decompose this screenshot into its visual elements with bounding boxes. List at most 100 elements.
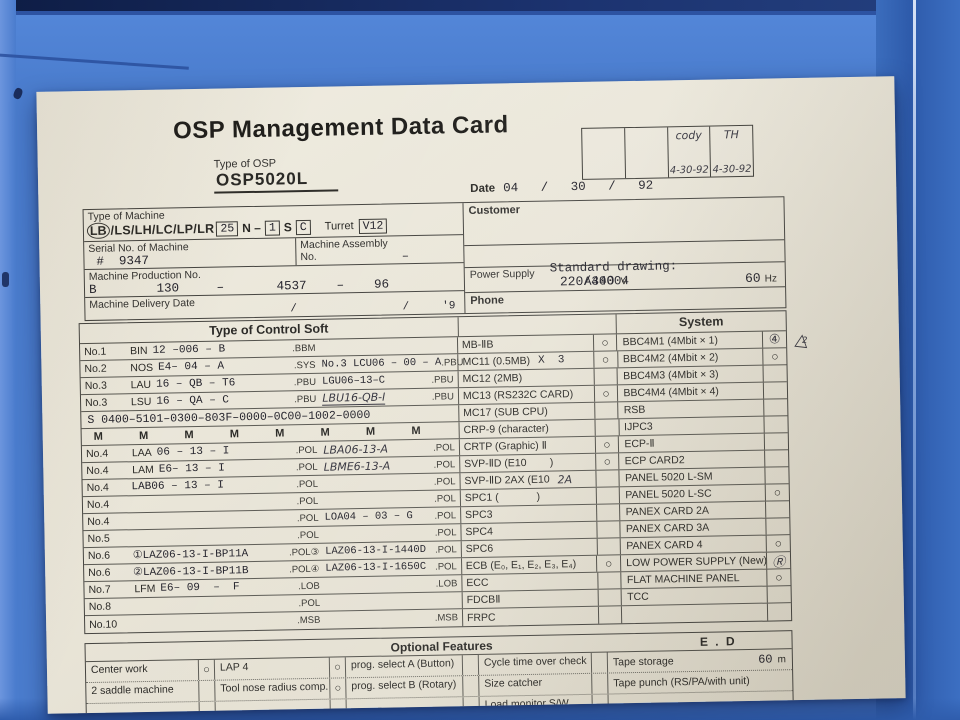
soft-id-2: LBME6-13-A — [323, 458, 391, 474]
hardware-option-mark — [595, 504, 620, 521]
soft-field-2: LBU16-QB-I .PBU — [320, 389, 458, 406]
optional-feature-mark: ○ — [329, 678, 347, 699]
soft-prefix: LFM — [134, 582, 156, 596]
system-option-mark — [766, 586, 791, 603]
row-number: No.8 — [88, 600, 112, 614]
hardware-option-extra: X 3 — [537, 354, 565, 367]
optional-feature-mark: ○ — [197, 659, 216, 681]
memory-mark: M — [365, 425, 376, 438]
hardware-option: MC11 (0.5MB) X 3 — [457, 351, 594, 371]
soft-id: ①LAZ06-13-I-BP11A — [132, 548, 249, 563]
machine-info-box: Type of Machine LB /LS/LH/LC/LP/LR 25 N … — [82, 196, 787, 322]
optional-features-table: Optional Features E . D Center work ○ LAP … — [84, 630, 794, 714]
machine-info-left: Type of Machine LB /LS/LH/LC/LP/LR 25 N … — [83, 203, 466, 321]
soft-field-1: LSU 16 – QA – C .PBU — [125, 393, 321, 409]
soft-suffix: .MSB — [434, 612, 459, 624]
hardware-option-mark — [594, 419, 619, 436]
optional-feature: prog. select A (Button) — [350, 657, 455, 672]
row-number: No.4 — [86, 481, 109, 495]
soft-suffix: .POL — [296, 495, 319, 507]
optional-feature: Cycle time over check — [483, 654, 587, 669]
system-option: ECP CARD2 — [618, 450, 765, 470]
row-number: No.4 — [86, 464, 109, 478]
system-option-mark: ④ — [761, 331, 787, 348]
memory-mark: M — [275, 427, 285, 440]
system-option-mark — [765, 501, 790, 518]
hardware-option: SVP-ⅡD 2AX (E10 2A — [459, 470, 596, 490]
soft-id: ②LAZ06-13-I-BP11B — [132, 565, 249, 580]
system-option-mark — [766, 603, 792, 621]
hardware-option: ECB (E₀, E₁, E₂, E₃, E₄) — [460, 555, 597, 575]
soft-id: LAB06 – 13 – I — [131, 479, 225, 494]
system-option-mark — [763, 416, 788, 433]
soft-id: E6– 09 – F — [160, 581, 240, 595]
hardware-option-mark: ○ — [593, 385, 618, 402]
hardware-option-label: MC13 (RS232C CARD) — [462, 388, 574, 403]
machine-code-box-3: C — [295, 219, 311, 235]
system-header: System — [615, 311, 786, 334]
optional-feature-label: Tape punch (RS/PA/with unit) — [613, 674, 750, 690]
card-title: OSP Management Data Card — [172, 111, 509, 145]
system-option: IJPC3 — [617, 416, 764, 436]
control-soft-table: Type of Control Soft System No.1 BIN 12 –0… — [78, 310, 793, 635]
soft-id: E6– 13 – I — [158, 462, 225, 476]
hardware-option-label: MC17 (SUB CPU) — [463, 405, 548, 420]
soft-suffix: .POL — [295, 461, 318, 473]
soft-id-2: LGU06–13–C — [321, 374, 386, 388]
hardware-option: FRPC — [461, 606, 598, 627]
machine-type-circled: LB — [86, 222, 110, 240]
control-table-body: No.1 BIN 12 –006 – B .BBM MB-ⅡB ○ BBC4M1 (4Mbi… — [80, 331, 792, 633]
memory-mark: M — [184, 429, 194, 442]
hardware-option-extra: 2A — [557, 472, 573, 486]
soft-field-2: .POL — [322, 493, 460, 507]
row-number: No.7 — [88, 583, 111, 597]
hardware-option: CRTP (Graphic) Ⅱ — [458, 436, 595, 456]
hardware-option-label: FDCBⅡ — [466, 593, 501, 607]
optional-feature-mark: ○ — [328, 657, 347, 678]
soft-field-1: NOS E4– 04 – A .SYS — [124, 359, 319, 375]
panel-top-ridge — [0, 11, 960, 15]
revision-triangle-mark: △ 2 — [794, 330, 817, 351]
row-number: No.6 — [88, 566, 111, 580]
hardware-option-mark — [593, 402, 618, 419]
triangle-number: 2 — [801, 335, 808, 346]
memory-mark: M — [138, 429, 149, 443]
system-option: TCC — [621, 586, 767, 606]
row-number: No.6 — [87, 549, 111, 563]
soft-suffix: .POL — [296, 512, 319, 524]
machine-assembly-value: – — [401, 249, 410, 264]
machine-assembly-line: No. – — [300, 248, 459, 265]
system-option: BBC4M2 (4Mbit × 2) — [616, 348, 763, 368]
hardware-option-label: SPC6 — [465, 542, 494, 556]
optional-feature-label: Tape storage — [612, 655, 674, 669]
soft-id: 06 – 13 – I — [156, 445, 230, 459]
panel-left-ridge — [0, 0, 16, 720]
system-option: PANEX CARD 2A — [619, 501, 766, 521]
soft-suffix: .POL — [433, 458, 456, 471]
soft-field-2: LBA06-13-A .POL — [321, 441, 459, 457]
stamp-cell: cody 4-30-92 — [666, 126, 711, 178]
soft-prefix: BIN — [129, 344, 148, 358]
hardware-option: SVP-ⅡD (E10 ) — [459, 453, 595, 473]
optional-feature-mark — [462, 675, 480, 697]
hardware-option-mark: ○ — [594, 453, 619, 470]
hardware-option-mark — [595, 521, 621, 538]
soft-field-2: LAZ06-13-I-1440D .POL — [323, 543, 461, 558]
system-option: PANEX CARD 3A — [619, 518, 766, 538]
row-number: No.2 — [84, 362, 107, 376]
row-number: No.3 — [84, 396, 108, 410]
optional-feature-mark — [591, 673, 609, 694]
optional-feature: 2 saddle machine — [91, 683, 174, 698]
soft-id-2: LAZ06-13-I-1440D — [325, 543, 427, 558]
hardware-option-label: FRPC — [466, 611, 496, 624]
soft-field-2: .MSB — [324, 612, 462, 626]
soft-suffix: .LOB — [298, 580, 320, 592]
soft-field-1: LAB06 – 13 – I .POL — [126, 478, 322, 494]
soft-field-1: LAU 16 – QB – T6 .PBU — [125, 376, 321, 392]
soft-id: 12 –006 – B — [152, 343, 226, 357]
optional-features-title: Optional Features — [390, 638, 493, 655]
hardware-option-mark — [596, 538, 621, 555]
row-number: No.4 — [86, 498, 110, 512]
soft-prefix: LSU — [130, 395, 152, 409]
hardware-option-label: ECC — [466, 576, 489, 590]
